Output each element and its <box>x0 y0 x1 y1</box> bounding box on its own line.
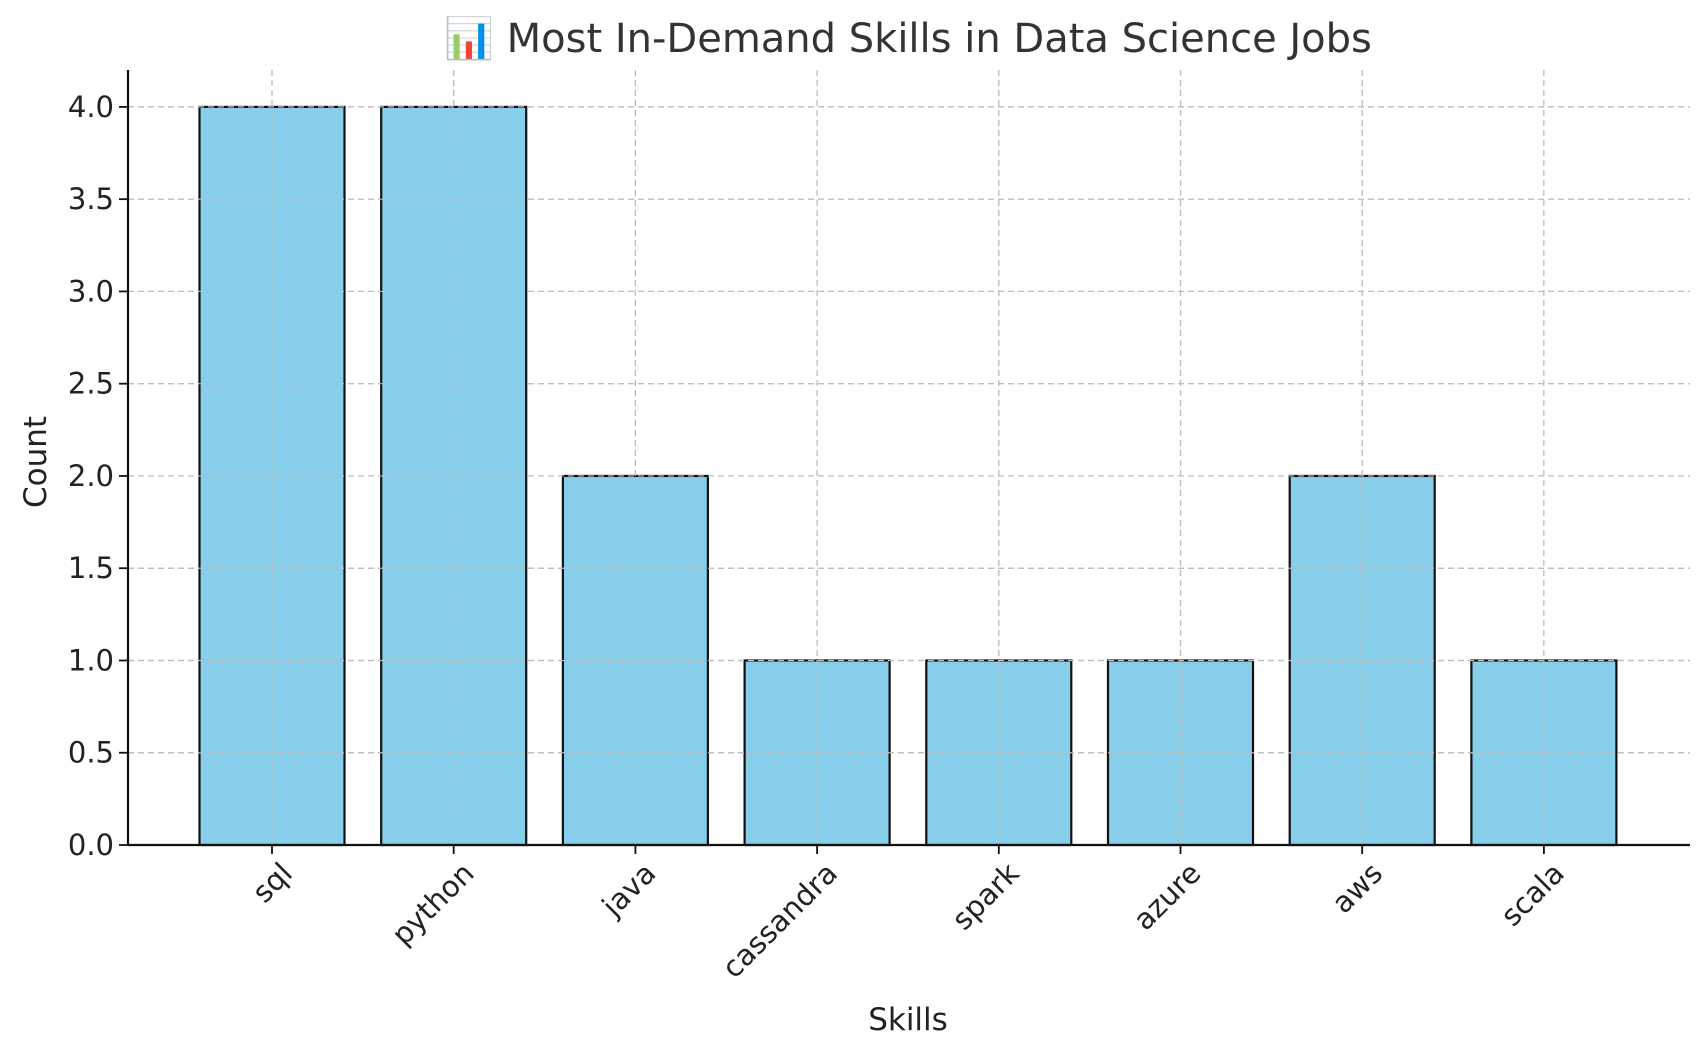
x-tick-label-aws: aws <box>1325 856 1389 920</box>
grid-overlay <box>128 70 1690 846</box>
x-tick-label-sql: sql <box>246 856 299 909</box>
y-tick-label: 0.5 <box>68 736 114 770</box>
x-tick-label-cassandra: cassandra <box>715 856 844 985</box>
bar-layer <box>128 70 1690 847</box>
chart-title: 📊 Most In-Demand Skills in Data Science … <box>444 15 1372 62</box>
y-tick-label: 4.0 <box>68 90 114 124</box>
x-axis-label: Skills <box>868 1002 948 1038</box>
x-tick-label-azure: azure <box>1126 856 1207 937</box>
y-axis-label: Count <box>18 416 54 508</box>
x-tick-label-scala: scala <box>1494 856 1571 933</box>
y-tick-label: 3.5 <box>68 182 114 216</box>
y-tick-label: 3.0 <box>68 274 114 308</box>
grid-layer <box>128 70 1690 846</box>
x-tick-label-spark: spark <box>945 856 1026 937</box>
y-tick-label: 0.0 <box>68 828 114 862</box>
x-tick-label-java: java <box>595 856 663 924</box>
axis-layer <box>119 70 1690 854</box>
x-tick-label-python: python <box>385 856 481 952</box>
y-tick-label: 2.5 <box>68 367 114 401</box>
y-tick-label: 2.0 <box>68 459 114 493</box>
y-tick-label: 1.0 <box>68 643 114 677</box>
y-tick-label: 1.5 <box>68 551 114 585</box>
